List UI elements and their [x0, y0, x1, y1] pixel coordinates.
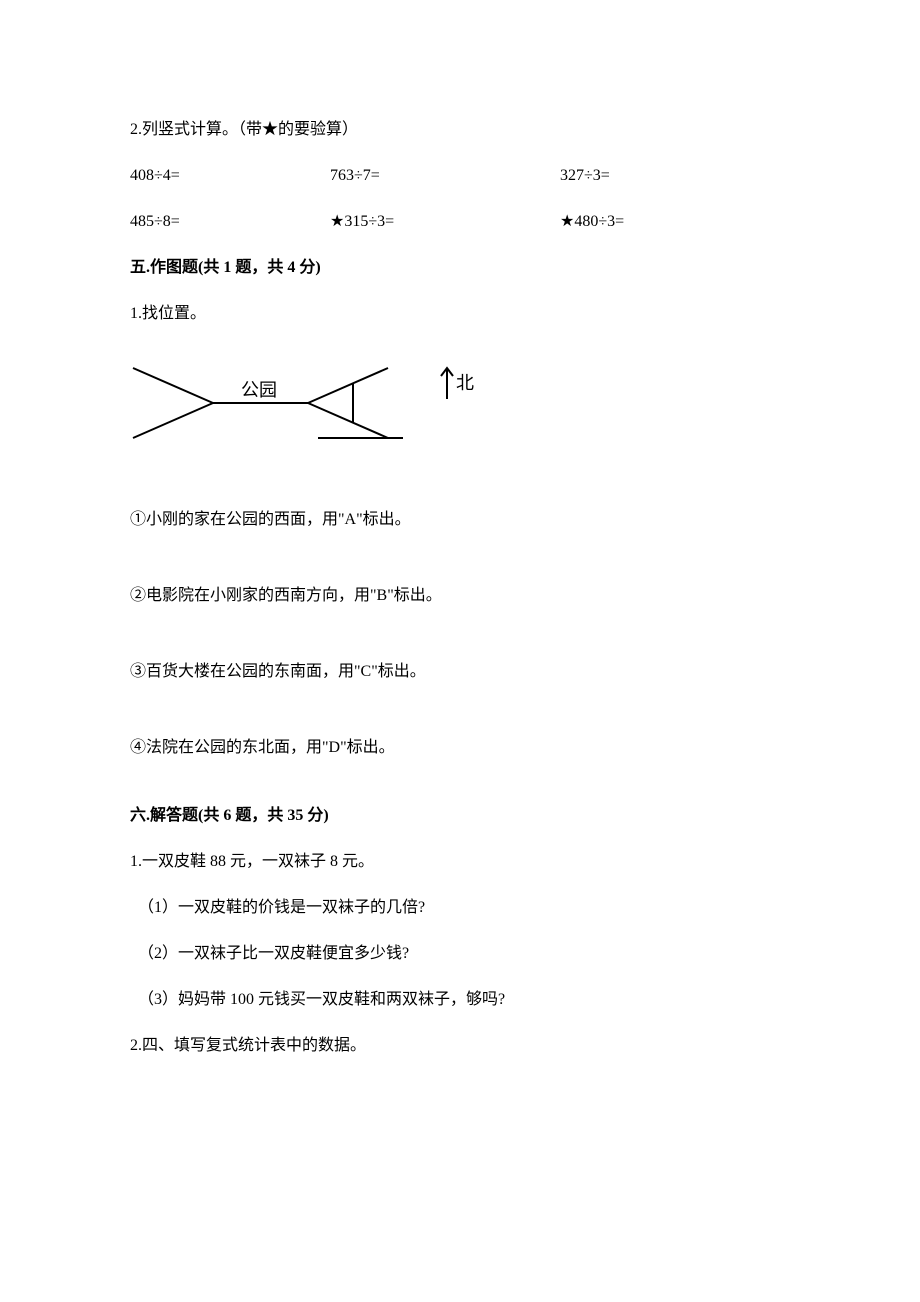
section-5-item-a: ①小刚的家在公园的西面，用"A"标出。 — [130, 508, 790, 532]
equation-485-8: 485÷8= — [130, 210, 330, 234]
equation-480-3: ★480÷3= — [560, 210, 790, 234]
section-6-q1-sub2: （2）一双袜子比一双皮鞋便宜多少钱? — [130, 942, 790, 966]
equation-315-3: ★315÷3= — [330, 210, 560, 234]
section-6-q1-sub1: （1）一双皮鞋的价钱是一双袜子的几倍? — [130, 896, 790, 920]
park-diagram: 公园 — [128, 348, 408, 458]
section-6-q2-title: 2.四、填写复式统计表中的数据。 — [130, 1034, 790, 1058]
section-5-item-c: ③百货大楼在公园的东南面，用"C"标出。 — [130, 660, 790, 684]
equation-row-2: 485÷8= ★315÷3= ★480÷3= — [130, 210, 790, 234]
problem-2-title: 2.列竖式计算。（带★的要验算） — [130, 118, 790, 142]
equation-row-1: 408÷4= 763÷7= 327÷3= — [130, 164, 790, 188]
north-label: 北 — [456, 370, 474, 397]
section-5-item-b: ②电影院在小刚家的西南方向，用"B"标出。 — [130, 584, 790, 608]
section-6-q1-sub3: （3）妈妈带 100 元钱买一双皮鞋和两双袜子，够吗? — [130, 988, 790, 1012]
section-5-item-d: ④法院在公园的东北面，用"D"标出。 — [130, 736, 790, 760]
north-indicator: 北 — [438, 365, 474, 401]
equation-327-3: 327÷3= — [560, 164, 790, 188]
section-6-q1-title: 1.一双皮鞋 88 元，一双袜子 8 元。 — [130, 850, 790, 874]
diagram-container: 公园 北 — [130, 348, 790, 458]
diagram-label-park: 公园 — [241, 380, 277, 400]
equation-763-7: 763÷7= — [330, 164, 560, 188]
section-6-header: 六.解答题(共 6 题，共 35 分) — [130, 804, 790, 828]
north-arrow-icon — [438, 365, 456, 401]
equation-408-4: 408÷4= — [130, 164, 330, 188]
section-5-q1-title: 1.找位置。 — [130, 302, 790, 326]
section-5-header: 五.作图题(共 1 题，共 4 分) — [130, 256, 790, 280]
